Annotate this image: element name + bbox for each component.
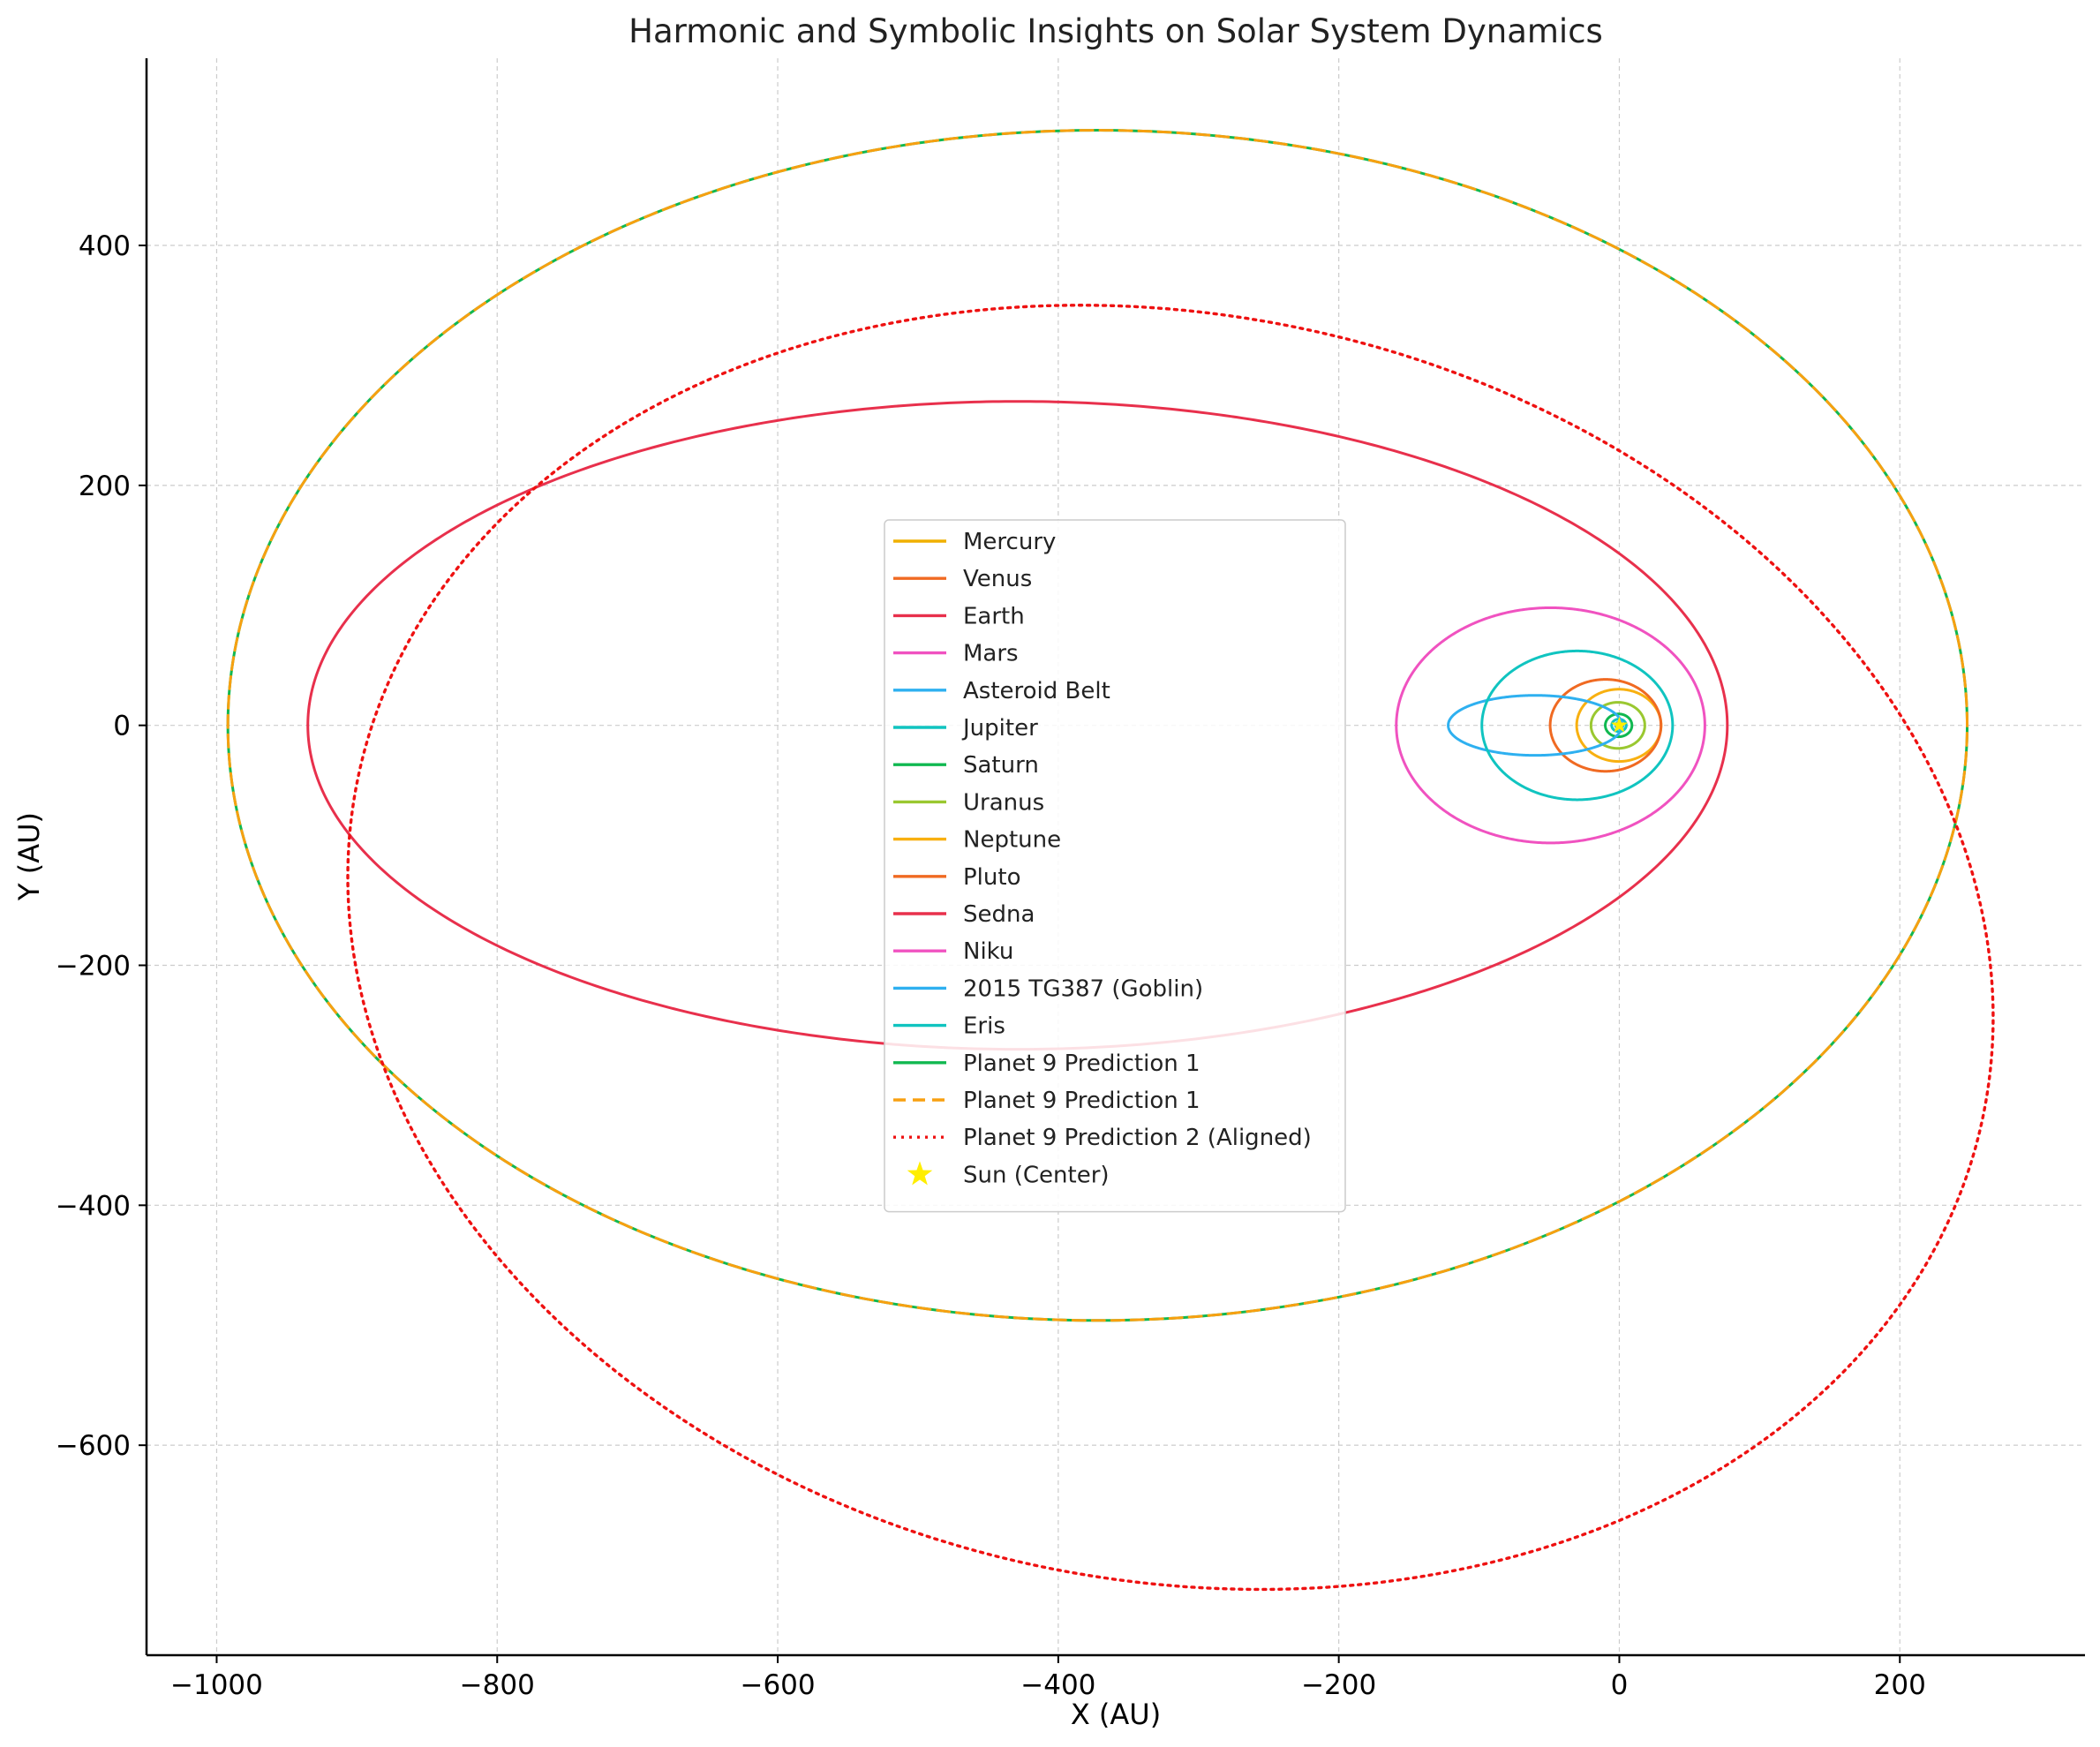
orbit-uranus [1589, 701, 1646, 750]
chart-title: Harmonic and Symbolic Insights on Solar … [628, 12, 1603, 50]
y-axis-label: Y (AU) [12, 812, 46, 901]
legend-star-swatch [907, 1161, 933, 1186]
legend-label-venus: Venus [963, 566, 1032, 592]
grid [147, 58, 2085, 1655]
orbit-planet-9-prediction-2-aligned [346, 304, 1995, 1592]
orbit-saturn [1604, 712, 1634, 739]
y-ticks: −600 −400 −200 0 200 400 [56, 230, 147, 1462]
y-tick-label: 200 [79, 471, 131, 502]
legend-label-mars: Mars [963, 641, 1019, 667]
x-tick-label: −800 [460, 1669, 535, 1701]
orbit-niku [1395, 606, 1706, 845]
legend-label-2015-tg387-goblin: 2015 TG387 (Goblin) [963, 975, 1203, 1002]
orbit-pluto [1548, 678, 1663, 773]
x-tick-label: −200 [1301, 1669, 1376, 1701]
y-tick-label: 400 [79, 230, 131, 262]
orbit-planet-9-prediction-1 [226, 129, 1969, 1322]
legend-label-niku: Niku [963, 938, 1013, 965]
y-tick-label: 0 [113, 711, 131, 742]
legend-label-planet-9-prediction-1: Planet 9 Prediction 1 [963, 1050, 1201, 1077]
legend-label-mercury: Mercury [963, 529, 1056, 555]
legend-label-saturn: Saturn [963, 752, 1039, 779]
x-tick-label: −600 [740, 1669, 815, 1701]
legend-label-pluto: Pluto [963, 864, 1020, 891]
legend-label-earth: Earth [963, 603, 1025, 629]
plot-area [226, 129, 1995, 1592]
x-tick-label: −1000 [170, 1669, 263, 1701]
legend-label-eris: Eris [963, 1013, 1005, 1040]
x-tick-label: 200 [1874, 1669, 1926, 1701]
orbit-eris [1480, 649, 1675, 802]
orbit-sedna [306, 400, 1729, 1051]
legend-label-sedna: Sedna [963, 901, 1035, 928]
legend-label-sun-center: Sun (Center) [963, 1162, 1110, 1188]
legend-label-asteroid-belt: Asteroid Belt [963, 678, 1110, 704]
legend-label-neptune: Neptune [963, 827, 1061, 854]
axes [145, 58, 2085, 1657]
legend-label-jupiter: Jupiter [961, 715, 1038, 742]
legend-box [884, 519, 1346, 1213]
y-tick-label: −600 [56, 1430, 131, 1462]
legend: Mercury Venus Earth Mars Asteroid Belt Jupite… [884, 519, 1346, 1213]
legend-label-planet-9-prediction-1: Planet 9 Prediction 1 [963, 1088, 1201, 1114]
x-axis-label: X (AU) [1071, 1698, 1161, 1731]
x-tick-label: 0 [1611, 1669, 1629, 1701]
y-tick-label: −200 [56, 951, 131, 983]
legend-label-planet-9-prediction-2-aligned: Planet 9 Prediction 2 (Aligned) [963, 1125, 1312, 1151]
orbit-neptune [1575, 688, 1663, 764]
x-tick-label: −400 [1020, 1669, 1095, 1701]
sun-marker [1610, 716, 1628, 733]
y-tick-label: −400 [56, 1190, 131, 1222]
x-ticks: −1000 −800 −600 −400 −200 0 200 [170, 1655, 1926, 1701]
orbit-2015-tg387-goblin [1447, 694, 1624, 757]
legend-label-uranus: Uranus [963, 789, 1044, 816]
